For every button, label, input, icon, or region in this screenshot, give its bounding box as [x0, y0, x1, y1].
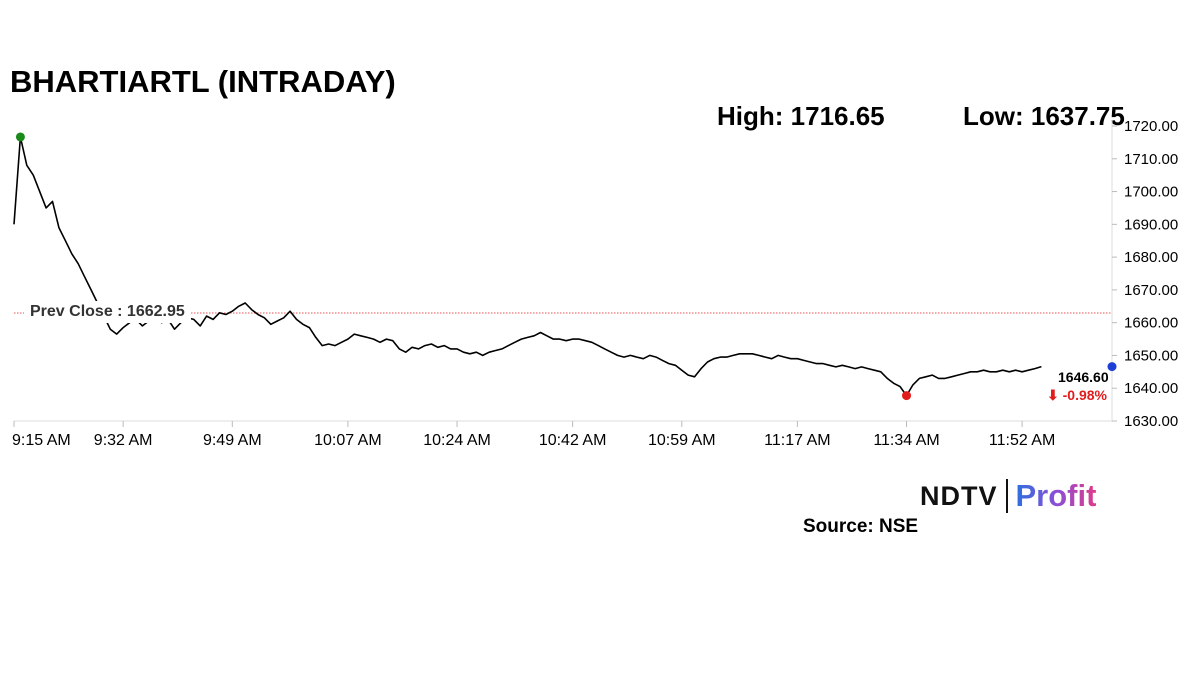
- x-tick-label: 10:07 AM: [314, 432, 382, 449]
- x-tick-label: 11:34 AM: [873, 432, 939, 449]
- y-tick-label: 1660.00: [1124, 315, 1178, 332]
- y-tick-label: 1700.00: [1124, 184, 1178, 201]
- chart-title: BHARTIARTL (INTRADAY): [10, 64, 396, 99]
- x-tick-label: 9:32 AM: [94, 432, 153, 449]
- low-stat: Low: 1637.75: [963, 101, 1125, 131]
- x-tick-label: 10:24 AM: [423, 432, 491, 449]
- y-tick-label: 1650.00: [1124, 347, 1178, 364]
- y-tick-label: 1670.00: [1124, 282, 1178, 299]
- y-tick-label: 1680.00: [1124, 249, 1178, 266]
- y-tick-label: 1630.00: [1124, 413, 1178, 430]
- x-tick-label: 9:49 AM: [203, 432, 262, 449]
- x-tick-label: 10:42 AM: [539, 432, 607, 449]
- high-marker: [15, 132, 25, 142]
- y-tick-label: 1720.00: [1124, 118, 1178, 135]
- x-tick-label: 11:17 AM: [764, 432, 830, 449]
- x-tick-label: 10:59 AM: [648, 432, 716, 449]
- price-line: [13, 136, 1042, 397]
- axis-layer: 1630.00 1640.00 1650.00 1660.00 1670.00 1680.…: [12, 118, 1178, 449]
- logo-brand: NDTV: [920, 480, 998, 511]
- ndtv-profit-logo: NDTV Profit: [920, 478, 1096, 514]
- x-tick-label: 9:15 AM: [12, 432, 71, 449]
- marker-layer: [15, 132, 1117, 401]
- logo-product: Profit: [1015, 478, 1097, 513]
- y-tick-label: 1690.00: [1124, 216, 1178, 233]
- high-stat: High: 1716.65: [717, 101, 885, 131]
- y-tick-label: 1710.00: [1124, 151, 1178, 168]
- source-note: Source: NSE: [803, 516, 919, 537]
- last-price-label: 1646.60: [1058, 369, 1109, 385]
- last-price-marker: [1107, 362, 1117, 372]
- logo-divider: [1005, 479, 1008, 513]
- change-label: ⬇ -0.98%: [1047, 387, 1107, 403]
- prev-close-label: Prev Close : 1662.95: [24, 301, 191, 323]
- low-marker: [902, 391, 912, 401]
- x-tick-label: 11:52 AM: [989, 432, 1055, 449]
- y-tick-label: 1640.00: [1124, 380, 1178, 397]
